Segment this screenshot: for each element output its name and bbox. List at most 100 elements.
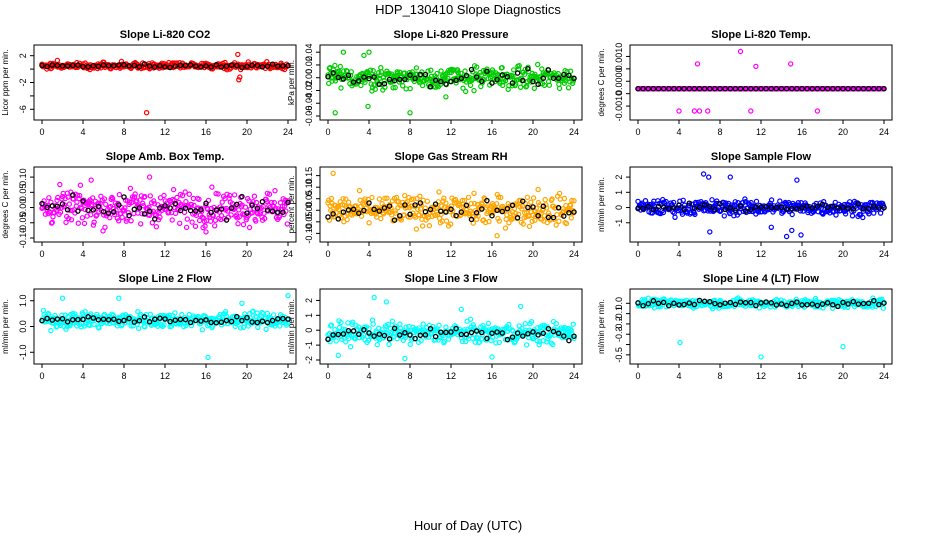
hourly-point [193, 63, 199, 69]
x-tick-label: 12 [160, 249, 170, 259]
hourly-point [753, 204, 759, 210]
hourly-point [100, 62, 107, 68]
x-tick-label: 8 [121, 249, 126, 259]
hourly-point [75, 316, 81, 323]
hourly-point [438, 329, 444, 335]
data-point [742, 198, 749, 205]
outlier-point [366, 49, 372, 55]
data-point [266, 191, 273, 197]
x-tick-label: 16 [797, 371, 807, 381]
hourly-point [95, 203, 102, 210]
hourly-point [691, 205, 698, 211]
hourly-point [655, 203, 662, 210]
x-tick-label: 20 [838, 127, 848, 137]
data-point [240, 221, 247, 228]
panel-title: Slope Li-820 Pressure [394, 29, 509, 41]
hourly-point [95, 316, 102, 323]
hourly-point [90, 62, 97, 69]
hourly-point [748, 85, 754, 92]
data-point [471, 190, 477, 196]
hourly-point [443, 209, 449, 215]
hourly-point [162, 64, 168, 70]
data-point [568, 327, 575, 334]
data-point [396, 79, 402, 85]
hourly-point [244, 210, 250, 216]
data-point [345, 335, 352, 342]
hourly-point [249, 319, 255, 325]
hourly-point [732, 85, 739, 92]
data-point [161, 192, 167, 199]
hourly-point [520, 198, 526, 204]
data-point [467, 316, 474, 322]
hourly-point [280, 63, 286, 69]
hourly-point [264, 207, 271, 213]
data-point [347, 344, 354, 350]
hourly-point [412, 75, 418, 82]
data-point [236, 214, 242, 220]
data-point [502, 336, 509, 343]
hourly-point [432, 333, 439, 340]
hourly-point [783, 302, 790, 309]
hourly-point [203, 317, 209, 323]
hourly-point [152, 216, 158, 222]
data-point [434, 211, 441, 218]
x-tick-label: 24 [569, 249, 579, 259]
data-point [474, 64, 480, 70]
data-point [362, 79, 368, 85]
data-point [441, 195, 447, 201]
hourly-point [535, 212, 541, 219]
outlier-point [494, 232, 500, 239]
data-point [522, 71, 528, 77]
hourly-point [453, 77, 459, 84]
x-tick-label: 16 [487, 371, 497, 381]
data-point [101, 196, 108, 202]
hourly-point [70, 316, 76, 323]
y-tick-label: 0.00 [304, 69, 314, 87]
hourly-point [453, 212, 459, 219]
data-point [531, 85, 538, 92]
y-tick-label: -1 [614, 219, 624, 227]
data-point [742, 196, 748, 202]
hourly-point [131, 319, 138, 325]
data-point [358, 82, 364, 89]
hourly-point [95, 63, 102, 70]
hourly-point [671, 300, 677, 307]
hourly-point [525, 331, 531, 337]
data-point [721, 213, 728, 219]
hourly-point [645, 85, 652, 92]
outlier-point [694, 61, 701, 67]
data-point [94, 311, 100, 318]
hourly-point [799, 205, 805, 211]
data-point [849, 213, 856, 219]
y-tick-label: 2 [614, 175, 624, 180]
y-tick-label: -0.2 [614, 316, 624, 332]
hourly-point [453, 325, 459, 332]
hourly-point [707, 203, 713, 210]
data-point [369, 194, 375, 201]
hourly-point [80, 316, 86, 323]
hourly-point [59, 201, 66, 207]
data-point [283, 208, 289, 214]
hourly-point [350, 328, 357, 334]
data-point [49, 219, 56, 226]
panel-title: Slope Line 4 (LT) Flow [703, 273, 819, 285]
hourly-point [330, 70, 336, 76]
data-point [174, 194, 180, 201]
data-point [48, 327, 54, 334]
y-tick-label: 0.0010 [614, 43, 624, 71]
x-tick-label: 0 [635, 249, 640, 259]
data-point [777, 198, 783, 204]
hourly-point [234, 201, 240, 208]
data-point [338, 85, 344, 91]
hourly-point [254, 62, 261, 69]
hourly-point [59, 315, 66, 322]
data-point [232, 323, 238, 330]
outlier-point [335, 352, 341, 359]
outlier-point [365, 103, 371, 110]
hourly-point [182, 205, 189, 211]
hourly-point [707, 298, 713, 305]
hourly-point [717, 302, 723, 308]
y-tick-label: -6 [18, 105, 28, 113]
hourly-point [85, 207, 91, 214]
x-tick-label: 16 [201, 371, 211, 381]
